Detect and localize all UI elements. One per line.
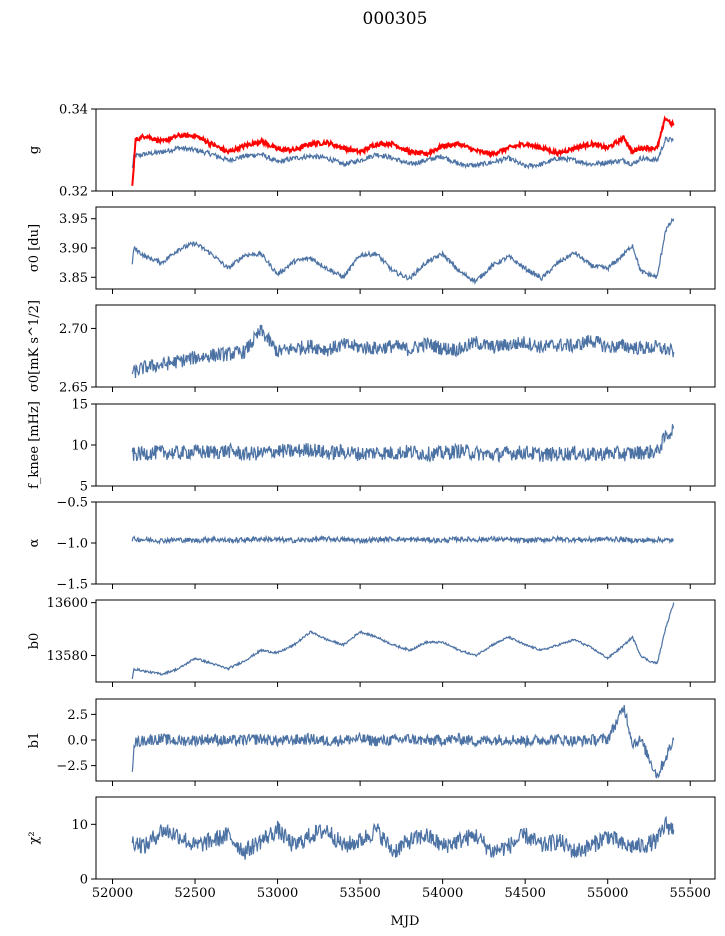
- panel-sigma0-mk: 2.65 2.70 σ0[mK s^1/2]: [27, 300, 716, 396]
- y-tick-label: −2.5: [56, 759, 88, 774]
- x-tick-label: 55000: [587, 886, 628, 901]
- y-axis-label: σ0[mK s^1/2]: [27, 300, 42, 392]
- series-line-sigma0-du-0: [131, 217, 675, 286]
- axes-frame: [95, 108, 716, 192]
- axes-frame: [95, 403, 716, 487]
- y-tick-label: −1.5: [56, 578, 88, 593]
- y-axis-label: f_knee [mHz]: [27, 401, 42, 489]
- y-tick-label: 10: [71, 818, 88, 833]
- axes-frame: [95, 304, 716, 388]
- axes-frame: [95, 599, 716, 683]
- y-axis-label: χ²: [27, 831, 42, 844]
- y-tick-label: 2.70: [59, 322, 88, 337]
- y-tick-label: 0.34: [59, 103, 88, 118]
- y-tick-label: 3.90: [59, 242, 88, 257]
- axes-frame: [95, 796, 716, 880]
- y-axis-label: b0: [27, 633, 42, 650]
- series-line-g-1: [131, 115, 675, 186]
- y-tick-label: 2.5: [67, 708, 88, 723]
- panel-g: 0.32 0.34 g: [27, 103, 716, 200]
- y-tick-label: 10: [71, 439, 88, 454]
- axes-frame: [95, 501, 716, 585]
- x-tick-label: 54500: [504, 886, 545, 901]
- panel-sigma0-du: 3.85 3.90 3.95 σ0 [du]: [27, 206, 716, 294]
- y-tick-label: 0: [80, 873, 88, 888]
- panel-fknee: 5 10 15 f_knee [mHz]: [27, 398, 716, 495]
- x-tick-label: 55500: [670, 886, 711, 901]
- figure-title: 000305: [363, 9, 428, 29]
- y-tick-label: 13580: [47, 649, 88, 664]
- y-axis-label: α: [27, 538, 42, 547]
- y-tick-label: 13600: [47, 596, 88, 611]
- x-tick-label: 53000: [257, 886, 298, 901]
- panel-chi2: 0 10 52000 52500 53000 53500 54000 54500 55000 55…: [27, 796, 716, 901]
- panel-alpha: −1.5 −1.0 −0.5 α: [27, 496, 716, 593]
- y-axis-label: σ0 [du]: [27, 224, 42, 272]
- x-tick-label: 53500: [339, 886, 380, 901]
- series-line-b1-0: [131, 704, 675, 779]
- y-tick-label: 0.0: [67, 734, 88, 749]
- y-tick-label: 3.85: [59, 271, 88, 286]
- y-tick-label: −1.0: [56, 537, 88, 552]
- x-tick-label: 52500: [174, 886, 215, 901]
- x-axis-label: MJD: [391, 914, 420, 929]
- panels-group: 0.32 0.34 g 3.85 3.90 3.95 σ0 [du] 2.65 2.70 σ0[m…: [27, 103, 716, 901]
- y-tick-label: 2.65: [59, 381, 88, 396]
- panel-b1: −2.5 0.0 2.5 b1: [27, 698, 716, 786]
- x-tick-label: 52000: [92, 886, 133, 901]
- y-axis-label: b1: [27, 732, 42, 749]
- series-line-fknee-0: [131, 424, 675, 464]
- series-line-g-0: [131, 136, 674, 170]
- y-tick-label: −0.5: [56, 496, 88, 511]
- x-tick-label: 54000: [422, 886, 463, 901]
- y-tick-label: 5: [80, 480, 88, 495]
- axes-frame: [95, 206, 716, 290]
- y-tick-label: 3.95: [59, 212, 88, 227]
- panel-b0: 13580 13600 b0: [27, 596, 716, 687]
- y-axis-label: g: [27, 146, 42, 154]
- series-line-alpha-0: [131, 534, 674, 545]
- series-line-b0-0: [131, 602, 675, 680]
- y-tick-label: 0.32: [59, 185, 88, 200]
- y-tick-label: 15: [71, 398, 88, 413]
- series-line-sigma0-mk-0: [131, 324, 675, 379]
- series-line-chi2-0: [131, 815, 675, 860]
